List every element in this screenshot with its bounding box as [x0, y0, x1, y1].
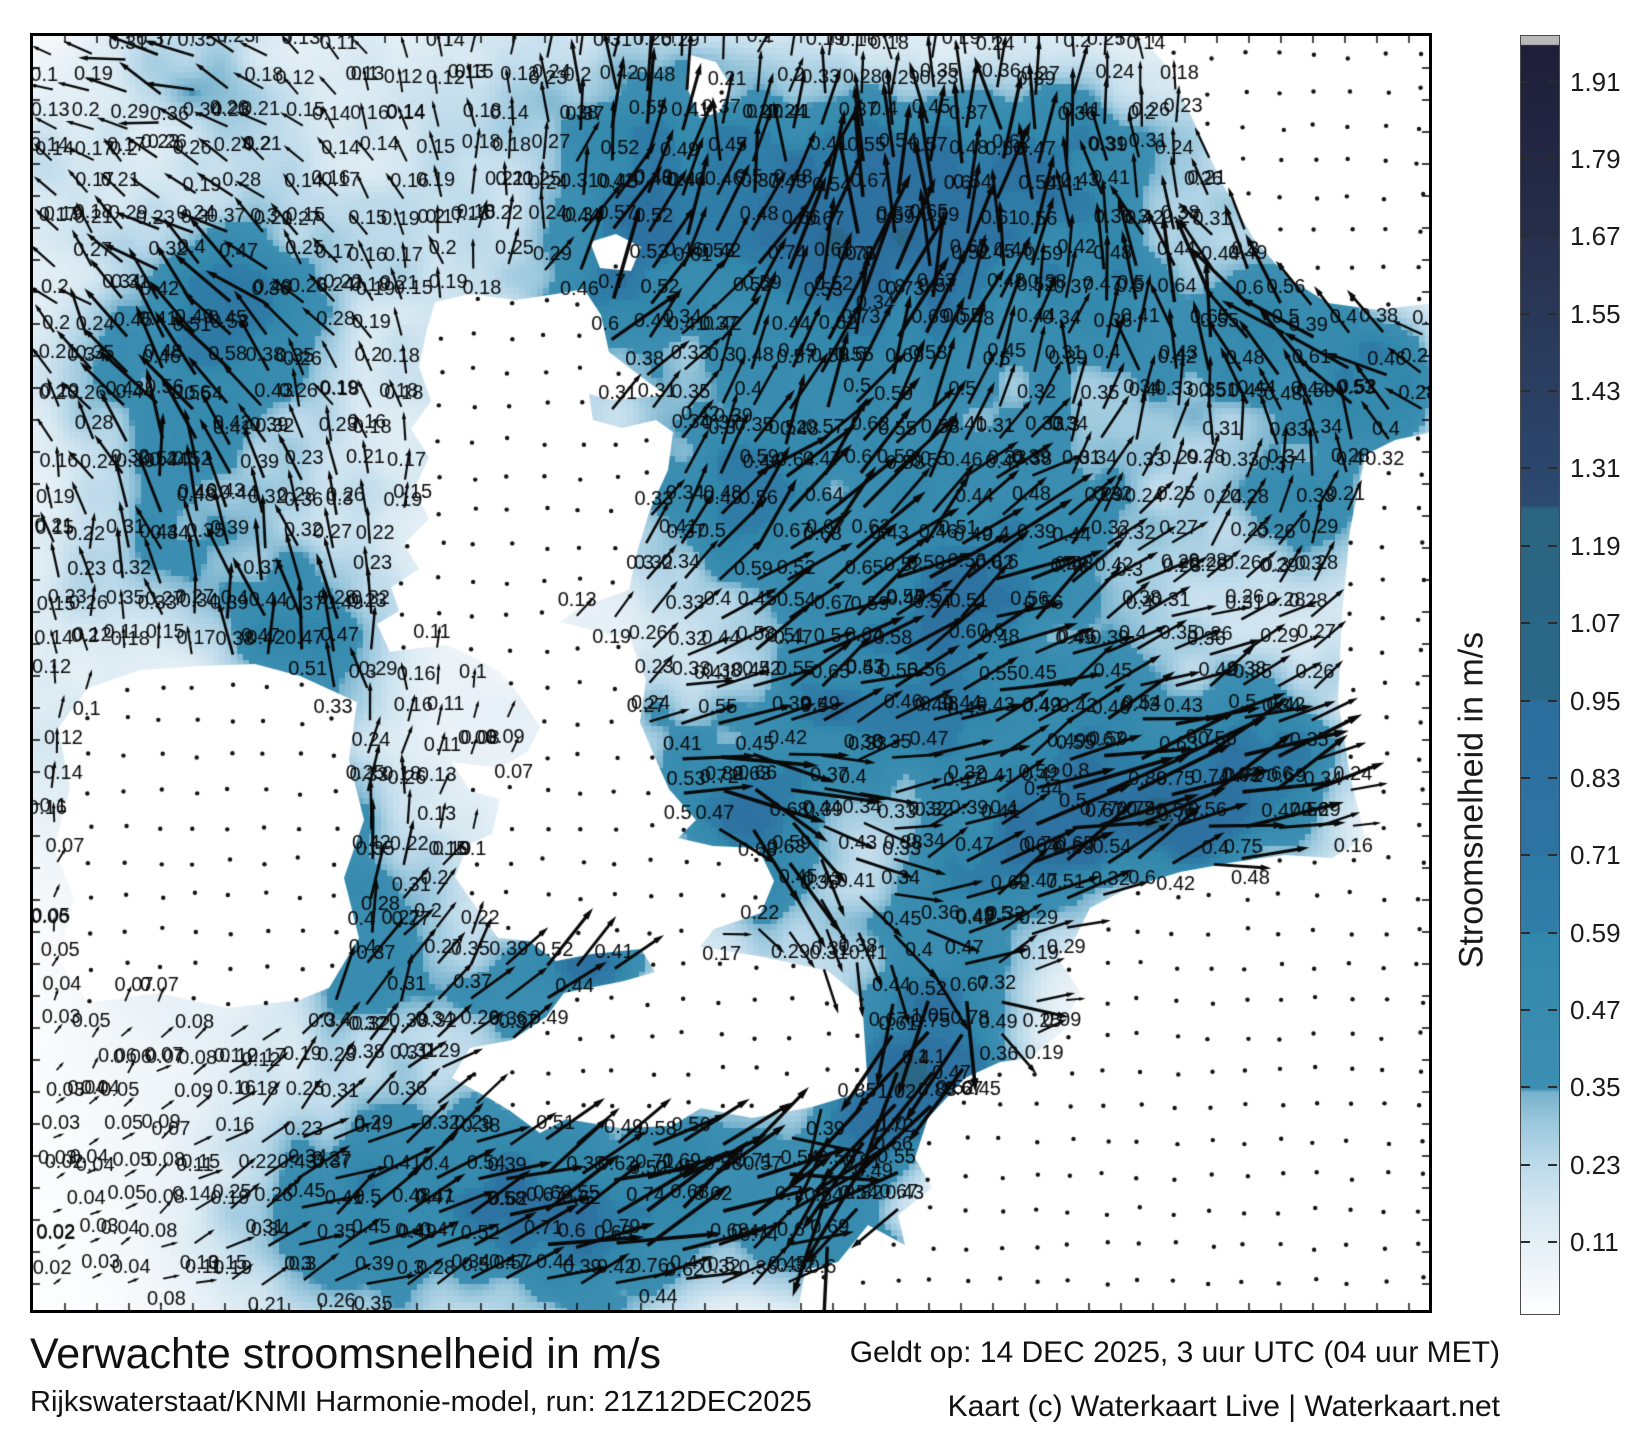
colorbar-tick-label: 1.67 — [1570, 221, 1621, 252]
colorbar-tick-mark — [1548, 544, 1557, 547]
colorbar-tick-label: 1.43 — [1570, 376, 1621, 407]
copyright-caption: Kaart (c) Waterkaart Live | Waterkaart.n… — [947, 1390, 1500, 1423]
colorbar-tick-mark — [1548, 1241, 1557, 1244]
colorbar-tick-mark — [1548, 390, 1557, 393]
colorbar-tick-mark — [1521, 931, 1530, 934]
colorbar-tick-mark — [1548, 80, 1557, 83]
colorbar-tick-mark — [1548, 699, 1557, 702]
colorbar-tick-mark — [1521, 1009, 1530, 1011]
colorbar-tick-mark — [1548, 622, 1557, 625]
colorbar-tick-mark — [1521, 544, 1530, 547]
colorbar-tick-mark — [1548, 467, 1557, 470]
colorbar-tick-mark — [1548, 854, 1557, 857]
colorbar-tick-mark — [1548, 158, 1557, 161]
colorbar-tick-mark — [1521, 776, 1530, 779]
colorbar-tick-mark — [1521, 390, 1530, 393]
current-speed-map-canvas — [33, 36, 1429, 1310]
colorbar-tick-mark — [1521, 158, 1530, 161]
colorbar-tick-mark — [1521, 467, 1530, 470]
colorbar-tick-mark — [1548, 931, 1557, 934]
colorbar-tick-label: 1.55 — [1570, 298, 1621, 329]
valid-time-caption: Geldt op: 14 DEC 2025, 3 uur UTC (04 uur… — [849, 1336, 1500, 1369]
colorbar-tick-mark — [1548, 1163, 1557, 1166]
colorbar-tick-label: 0.71 — [1570, 840, 1621, 871]
colorbar-tick-mark — [1521, 1086, 1530, 1089]
colorbar-tick-mark — [1521, 235, 1530, 238]
colorbar-tick-mark — [1521, 699, 1530, 702]
colorbar-tick-label: 1.91 — [1570, 66, 1621, 97]
colorbar-tick-label: 1.79 — [1570, 144, 1621, 175]
colorbar-tick-mark — [1521, 80, 1530, 83]
map-frame — [30, 33, 1432, 1313]
colorbar-tick-mark — [1548, 1009, 1557, 1011]
colorbar-tick-mark — [1548, 235, 1557, 238]
colorbar-tick-label: 1.19 — [1570, 530, 1621, 561]
colorbar-gradient — [1520, 35, 1560, 1315]
colorbar-tick-label: 1.07 — [1570, 608, 1621, 639]
map-title: Verwachte stroomsnelheid in m/s — [30, 1330, 661, 1378]
colorbar-tick-mark — [1548, 312, 1557, 315]
colorbar-tick-label: 0.95 — [1570, 685, 1621, 716]
colorbar-tick-mark — [1521, 622, 1530, 625]
colorbar-axis-label: Stroomsnelheid in m/s — [1452, 631, 1491, 969]
colorbar-tick-mark — [1521, 1163, 1530, 1166]
colorbar-tick-mark — [1548, 776, 1557, 779]
colorbar-tick-mark — [1521, 854, 1530, 857]
model-run-caption: Rijkswaterstaat/KNMI Harmonie-model, run… — [30, 1386, 812, 1418]
colorbar-tick-label: 0.47 — [1570, 995, 1621, 1025]
colorbar: 1.91 1.79 1.67 1.55 1.43 1.31 1.19 1.07 0.95 0.83… — [1520, 35, 1621, 1315]
colorbar-tick-label: 0.23 — [1570, 1149, 1621, 1180]
colorbar-tick-label: 0.59 — [1570, 917, 1621, 948]
colorbar-tick-mark — [1548, 1086, 1557, 1089]
colorbar-tick-mark — [1521, 312, 1530, 315]
colorbar-tick-label: 0.11 — [1570, 1227, 1619, 1258]
colorbar-tick-mark — [1521, 1241, 1530, 1244]
colorbar-tick-label: 1.31 — [1570, 453, 1621, 484]
colorbar-tick-label: 0.83 — [1570, 762, 1621, 793]
colorbar-tick-label: 0.35 — [1570, 1072, 1621, 1103]
